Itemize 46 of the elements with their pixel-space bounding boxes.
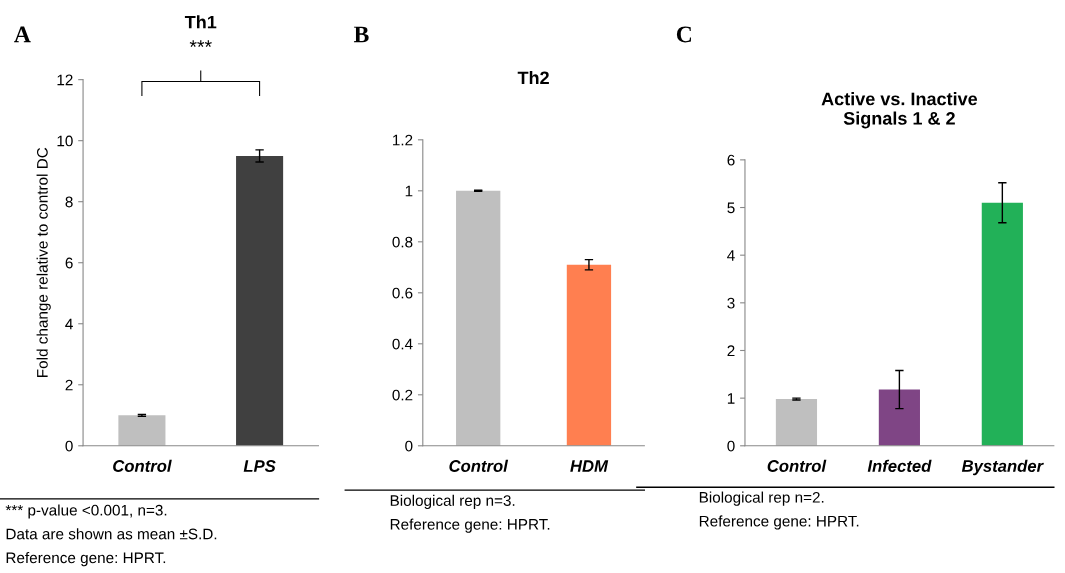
x-tick-label: Control [449,459,509,472]
x-tick-label: HDM [570,460,609,472]
text: Reference gene: HPRT. [6,551,166,567]
x-tick-label: Infected [867,459,932,472]
text: C [676,26,691,43]
text: A [14,26,31,43]
bar [775,399,818,446]
text: Reference gene: HPRT. [390,518,550,533]
y-tick-label: 0.4 [392,338,413,350]
y-tick-label: 0 [727,440,735,452]
y-tick-label: 6 [65,257,73,269]
y-tick-label: 1 [405,185,413,197]
y-tick-label: 0.8 [392,236,413,248]
y-tick-label: 0 [65,440,73,452]
chart-title: Th1 [184,15,217,29]
text: Data are shown as mean ±S.D. [6,528,217,540]
y-tick-label: 2 [65,379,73,391]
y-tick-label: 0.6 [392,287,413,299]
y-tick-label: 1.2 [393,134,413,146]
y-tick-label: 2 [727,345,735,357]
x-tick-label: Bystander [961,459,1044,476]
text: *** [189,40,212,47]
y-tick-label: 4 [65,318,73,330]
y-tick-label: 1 [727,393,735,404]
y-axis-title: Fold change relative to control DC [36,147,51,377]
y-tick-label: 0 [405,440,413,452]
text: B [353,26,369,43]
y-tick-label: 5 [727,202,735,214]
y-tick-label: 6 [727,154,735,166]
text: Biological rep n=2. [699,491,824,506]
bar [981,202,1023,446]
bar [878,389,920,446]
y-tick-label: 4 [727,250,735,261]
text: Biological rep n=3. [390,494,515,509]
y-tick-label: 0.2 [392,389,413,401]
x-tick-label: LPS [243,460,276,472]
y-tick-label: 8 [65,196,73,208]
y-tick-label: 10 [57,135,73,147]
text: *** p-value <0.001, n=3. [5,504,167,519]
text: Reference gene: HPRT. [699,515,859,530]
y-tick-label: 12 [57,74,73,86]
chart-title: Active vs. Inactive Signals 1 & 2 [821,92,978,129]
y-tick-label: 3 [727,297,735,309]
chart-title: Th2 [517,70,549,85]
x-tick-label: Control [113,459,172,472]
x-tick-label: Control [767,459,827,472]
